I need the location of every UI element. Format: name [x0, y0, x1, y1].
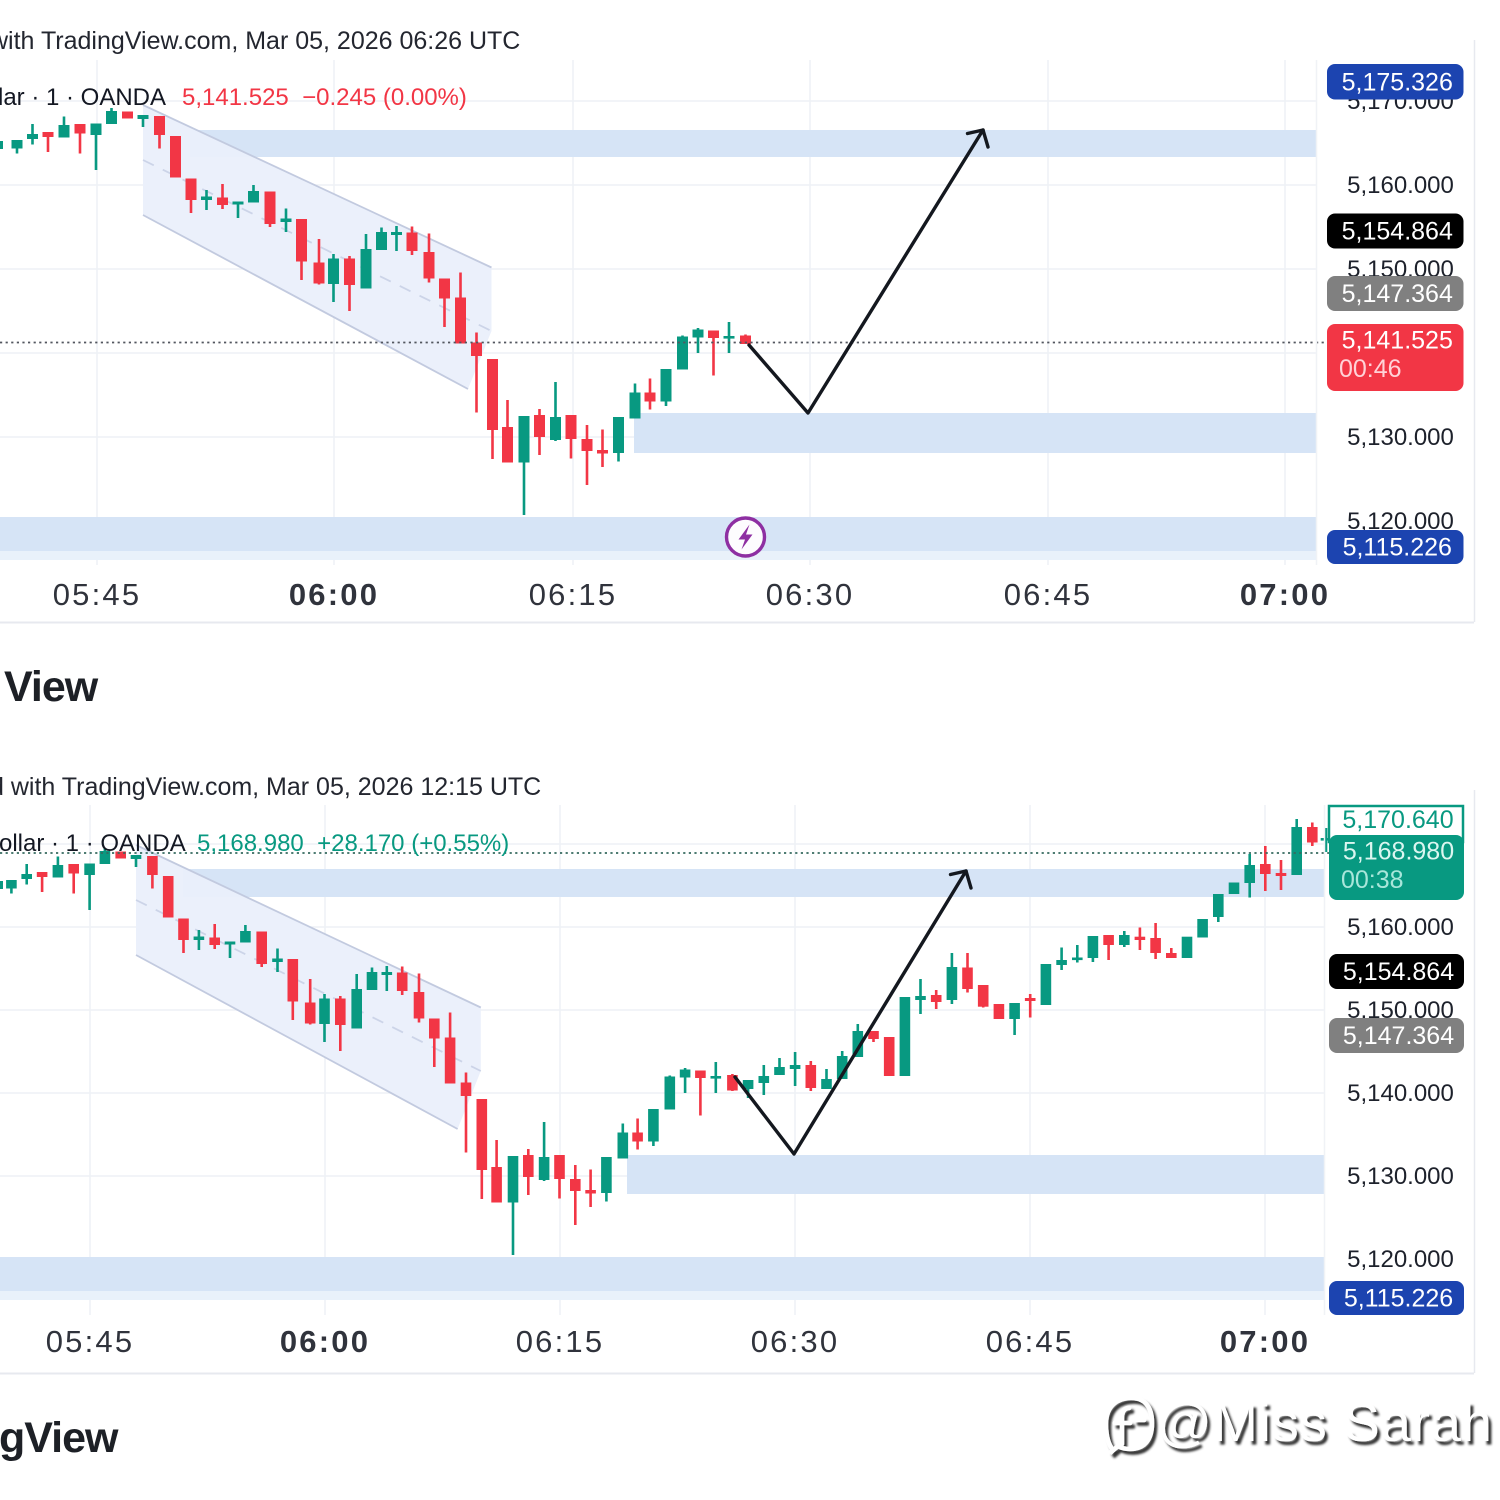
svg-text:06:45: 06:45 — [1004, 577, 1093, 612]
svg-text:d with TradingView.com, Mar 05: d with TradingView.com, Mar 05, 2026 12:… — [0, 773, 541, 801]
svg-text:06:00: 06:00 — [280, 1324, 370, 1359]
svg-text:ollar · 1 · OANDA: ollar · 1 · OANDA — [0, 830, 186, 857]
svg-text:5,160.000: 5,160.000 — [1347, 172, 1454, 199]
svg-text:5,140.000: 5,140.000 — [1347, 1080, 1454, 1107]
svg-text:06:30: 06:30 — [766, 577, 855, 612]
svg-text:View: View — [4, 663, 99, 711]
svg-text:5,115.226: 5,115.226 — [1343, 534, 1452, 562]
svg-text:06:45: 06:45 — [986, 1324, 1075, 1359]
svg-text:5,175.326: 5,175.326 — [1342, 68, 1453, 96]
svg-text:5,130.000: 5,130.000 — [1347, 1163, 1454, 1190]
svg-text:06:30: 06:30 — [751, 1324, 840, 1359]
svg-text:5,147.364: 5,147.364 — [1343, 1022, 1454, 1050]
svg-text:5,141.525: 5,141.525 — [1342, 327, 1453, 355]
svg-text:00:38: 00:38 — [1341, 866, 1404, 894]
svg-text:06:15: 06:15 — [529, 577, 618, 612]
svg-text:06:00: 06:00 — [289, 577, 379, 612]
svg-text:00:46: 00:46 — [1339, 355, 1402, 383]
svg-text:5,154.864: 5,154.864 — [1343, 958, 1454, 986]
svg-text:05:45: 05:45 — [46, 1324, 135, 1359]
svg-text:5,168.980 +28.170 (+0.55%): 5,168.980 +28.170 (+0.55%) — [197, 830, 509, 857]
svg-text:5,115.226: 5,115.226 — [1344, 1285, 1453, 1313]
svg-text:with TradingView.com, Mar 05,: with TradingView.com, Mar 05, 2026 06:26… — [0, 27, 520, 55]
svg-text:07:00: 07:00 — [1220, 1324, 1310, 1359]
svg-text:5,141.525 −0.245 (0.00%): 5,141.525 −0.245 (0.00%) — [182, 84, 467, 111]
svg-text:5,168.980: 5,168.980 — [1343, 838, 1454, 866]
svg-text:5,160.000: 5,160.000 — [1347, 914, 1454, 941]
svg-text:5,170.640: 5,170.640 — [1342, 806, 1453, 834]
svg-text:5,130.000: 5,130.000 — [1347, 424, 1454, 451]
svg-text:05:45: 05:45 — [53, 577, 142, 612]
svg-text:07:00: 07:00 — [1240, 577, 1330, 612]
svg-text:@Miss Sarah: @Miss Sarah — [1157, 1393, 1493, 1453]
svg-text:5,120.000: 5,120.000 — [1347, 1246, 1454, 1273]
svg-text:5,154.864: 5,154.864 — [1342, 218, 1453, 246]
svg-text:5,147.364: 5,147.364 — [1342, 280, 1453, 308]
svg-text:lar · 1 · OANDA: lar · 1 · OANDA — [0, 84, 166, 111]
svg-text:06:15: 06:15 — [516, 1324, 605, 1359]
svg-text:gView: gView — [0, 1414, 119, 1462]
